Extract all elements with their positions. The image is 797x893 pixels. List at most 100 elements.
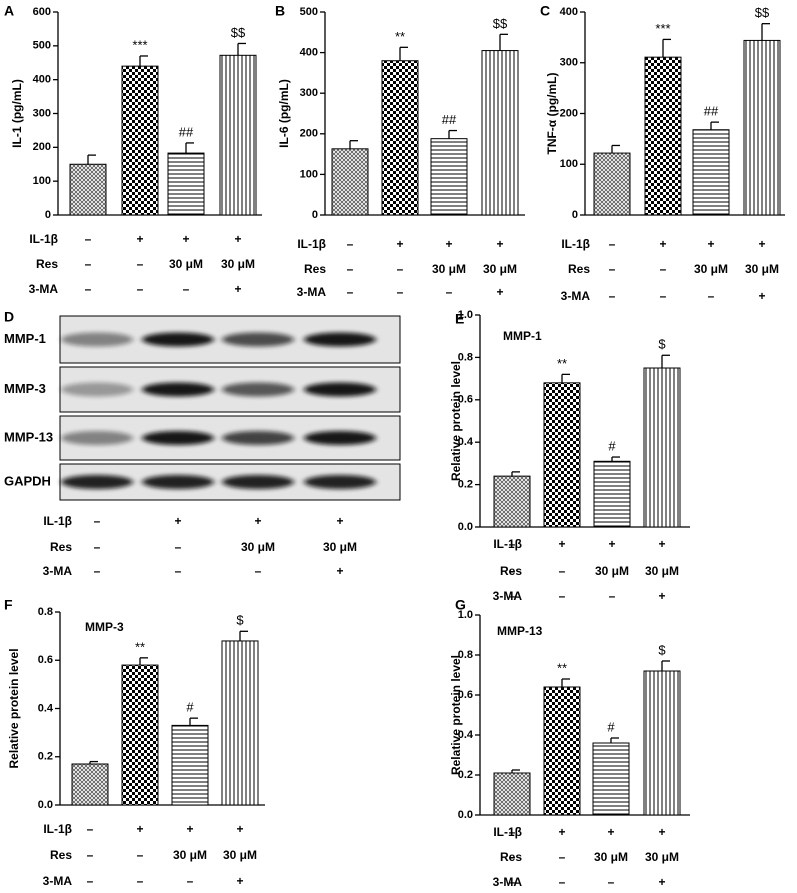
error-bar (185, 142, 194, 154)
condition-value: + (136, 822, 143, 836)
y-tick-label: 0.2 (38, 751, 53, 763)
y-tick-label: 0.2 (458, 479, 473, 491)
condition-value: + (236, 874, 243, 888)
condition-value: – (137, 282, 144, 296)
y-axis-label: IL-1 (pg/mL) (10, 79, 24, 148)
condition-value: 30 μM (745, 262, 779, 276)
significance-label: $ (658, 642, 666, 657)
condition-label: 3-MA (43, 564, 73, 578)
bar (643, 670, 681, 816)
condition-value: – (183, 282, 190, 296)
condition-value: + (607, 825, 614, 839)
y-tick-label: 0.6 (38, 654, 53, 666)
condition-value: – (559, 589, 566, 603)
condition-value: 30 μM (645, 564, 679, 578)
error-bar (87, 154, 96, 165)
y-tick-label: 0.0 (38, 799, 53, 811)
condition-label: IL-1β (43, 822, 72, 836)
error-bar (239, 630, 248, 641)
y-tick-label: 0.4 (458, 436, 474, 448)
condition-value: – (85, 282, 92, 296)
condition-label: 3-MA (29, 282, 59, 296)
bar (381, 60, 419, 216)
condition-value: + (396, 237, 403, 251)
error-bar (561, 678, 570, 687)
y-tick-label: 0.0 (458, 521, 473, 533)
condition-label: IL-1β (297, 237, 326, 251)
error-bar (139, 657, 148, 666)
condition-value: – (347, 237, 354, 251)
condition-value: 30 μM (483, 262, 517, 276)
condition-value: – (175, 564, 182, 578)
error-bar (139, 55, 148, 67)
chart-title: MMP-3 (85, 620, 124, 634)
y-tick-label: 0.6 (458, 394, 473, 406)
error-bar (610, 737, 619, 743)
condition-value: + (336, 564, 343, 578)
condition-value: + (496, 285, 503, 299)
condition-value: – (87, 848, 94, 862)
condition-value: – (87, 874, 94, 888)
condition-value: – (609, 289, 616, 303)
condition-value: – (660, 289, 667, 303)
condition-label: IL-1β (493, 537, 522, 551)
y-tick-label: 300 (560, 57, 578, 69)
bar (743, 39, 781, 216)
condition-value: – (609, 237, 616, 251)
condition-value: + (174, 514, 181, 528)
condition-label: 3-MA (493, 589, 523, 603)
error-bar (499, 33, 508, 51)
condition-value: + (234, 232, 241, 246)
y-tick-label: 400 (560, 6, 578, 18)
condition-value: – (509, 850, 516, 864)
significance-label: ** (135, 639, 145, 654)
condition-value: 30 μM (645, 850, 679, 864)
condition-value: + (254, 514, 261, 528)
blot-band (142, 431, 214, 445)
bar (221, 640, 259, 806)
y-tick-label: 200 (560, 107, 578, 119)
significance-label: # (607, 719, 615, 734)
bar (121, 65, 159, 216)
blot-band (304, 475, 376, 489)
y-tick-label: 0.2 (458, 769, 473, 781)
significance-label: *** (655, 21, 670, 36)
y-tick-label: 600 (33, 6, 51, 18)
blot-band (222, 382, 294, 397)
condition-value: + (707, 237, 714, 251)
condition-value: – (559, 564, 566, 578)
bar (481, 50, 519, 216)
condition-value: 30 μM (169, 257, 203, 271)
bar (219, 54, 257, 216)
y-tick-label: 0.6 (458, 689, 473, 701)
error-bar (661, 660, 670, 671)
error-bar (237, 42, 246, 56)
condition-value: – (608, 875, 615, 889)
condition-label: Res (568, 262, 590, 276)
y-tick-label: 0 (572, 209, 578, 221)
condition-value: – (94, 540, 101, 554)
condition-value: + (608, 537, 615, 551)
condition-value: + (236, 822, 243, 836)
condition-value: + (758, 237, 765, 251)
y-tick-label: 100 (300, 168, 318, 180)
chart-title: MMP-13 (497, 624, 543, 638)
condition-value: 30 μM (323, 540, 357, 554)
blot-row-label: MMP-13 (4, 429, 53, 444)
error-bar (761, 23, 770, 41)
condition-value: + (658, 825, 665, 839)
error-bar (611, 456, 620, 462)
y-tick-label: 0 (45, 209, 51, 221)
condition-value: – (397, 285, 404, 299)
condition-value: + (182, 232, 189, 246)
bar (543, 382, 581, 528)
panel-letter: F (4, 597, 13, 613)
significance-label: $$ (493, 16, 508, 31)
significance-label: ** (557, 660, 567, 675)
bar (592, 742, 630, 816)
y-tick-label: 0.4 (458, 729, 474, 741)
blot-row-label: MMP-3 (4, 381, 46, 396)
y-axis-label: TNF-α (pg/mL) (545, 72, 559, 154)
condition-value: 30 μM (221, 257, 255, 271)
